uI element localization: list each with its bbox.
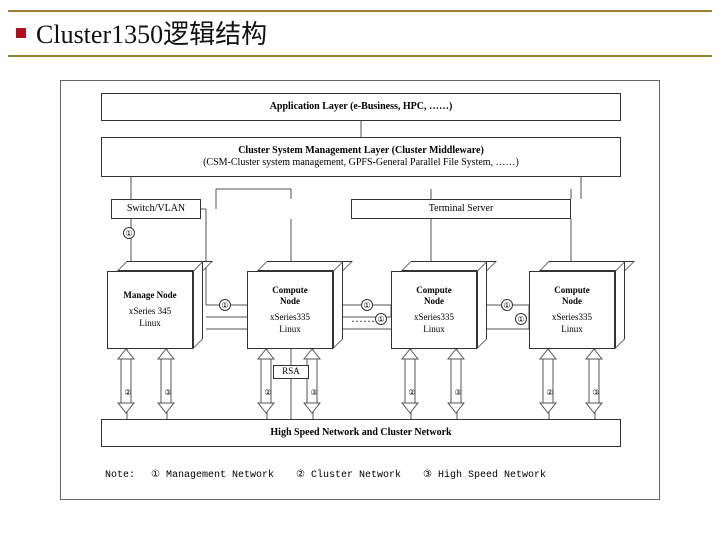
network-layer-box: High Speed Network and Cluster Network bbox=[101, 419, 621, 447]
terminal-server-box: Terminal Server bbox=[351, 199, 571, 219]
arrow-marker: ③ bbox=[308, 387, 320, 399]
application-layer-box: Application Layer (e-Business, HPC, ……) bbox=[101, 93, 621, 121]
network-marker: ① bbox=[219, 299, 231, 311]
compute-node-1: ComputeNodexSeries335Linux bbox=[247, 261, 343, 349]
management-layer-line1: Cluster System Management Layer (Cluster… bbox=[238, 145, 484, 158]
diagram-frame: Application Layer (e-Business, HPC, ……) … bbox=[60, 80, 660, 500]
switch-vlan-box: Switch/VLAN bbox=[111, 199, 201, 219]
arrow-marker: ③ bbox=[590, 387, 602, 399]
arrow-marker: ③ bbox=[162, 387, 174, 399]
arrow-marker: ② bbox=[122, 387, 134, 399]
management-layer-box: Cluster System Management Layer (Cluster… bbox=[101, 137, 621, 177]
terminal-server-label: Terminal Server bbox=[429, 203, 494, 216]
rsa-label: RSA bbox=[282, 366, 300, 376]
arrow-marker: ③ bbox=[452, 387, 464, 399]
title-bar: Cluster1350逻辑结构 bbox=[8, 10, 712, 57]
ellipsis: …… bbox=[351, 311, 375, 326]
legend-note: Note:① Management Network② Cluster Netwo… bbox=[105, 469, 568, 481]
arrow-marker: ② bbox=[406, 387, 418, 399]
compute-node-2: ComputeNodexSeries335Linux bbox=[391, 261, 487, 349]
title-marker bbox=[16, 28, 26, 38]
manage-node: Manage NodexSeries 345Linux bbox=[107, 261, 203, 349]
rsa-box: RSA bbox=[273, 365, 309, 379]
compute-node-3: ComputeNodexSeries335Linux bbox=[529, 261, 625, 349]
network-marker: ① bbox=[501, 299, 513, 311]
network-marker: ① bbox=[361, 299, 373, 311]
network-layer-label: High Speed Network and Cluster Network bbox=[270, 427, 451, 440]
network-marker: ① bbox=[515, 313, 527, 325]
arrow-marker: ② bbox=[544, 387, 556, 399]
arrow-marker: ② bbox=[262, 387, 274, 399]
application-layer-label: Application Layer (e-Business, HPC, ……) bbox=[270, 101, 453, 114]
network-marker: ① bbox=[123, 227, 135, 239]
page-title: Cluster1350逻辑结构 bbox=[36, 20, 267, 49]
network-marker: ① bbox=[375, 313, 387, 325]
switch-vlan-label: Switch/VLAN bbox=[127, 203, 185, 216]
management-layer-line2: (CSM-Cluster system management, GPFS-Gen… bbox=[203, 157, 519, 170]
